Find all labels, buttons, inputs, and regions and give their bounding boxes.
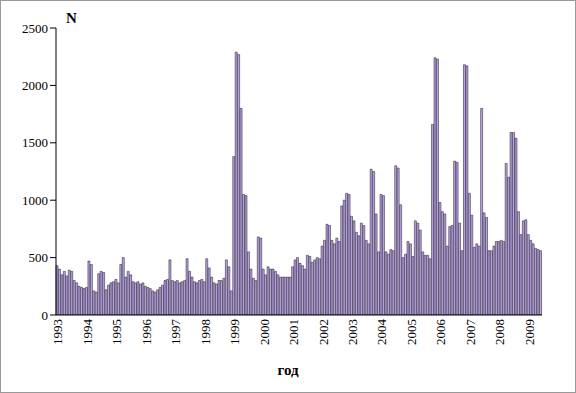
svg-text:1994: 1994 [80, 319, 95, 346]
svg-text:1993: 1993 [50, 319, 65, 345]
svg-text:2006: 2006 [433, 319, 448, 346]
svg-text:1000: 1000 [22, 193, 48, 208]
svg-text:2009: 2009 [522, 319, 537, 345]
svg-text:2003: 2003 [345, 319, 360, 345]
svg-text:2002: 2002 [316, 319, 331, 345]
svg-text:500: 500 [29, 250, 49, 265]
svg-text:1500: 1500 [22, 135, 48, 150]
svg-text:2000: 2000 [22, 78, 48, 93]
svg-text:2500: 2500 [22, 21, 48, 36]
svg-text:2004: 2004 [374, 319, 389, 346]
svg-text:1995: 1995 [109, 319, 124, 345]
svg-text:0: 0 [42, 308, 49, 323]
svg-text:1996: 1996 [139, 319, 154, 346]
svg-text:2008: 2008 [492, 319, 507, 345]
svg-text:2007: 2007 [463, 319, 478, 346]
svg-text:1999: 1999 [227, 319, 242, 345]
html-text:N: N [66, 10, 77, 26]
html-text:год: год [277, 362, 299, 378]
svg-text:2000: 2000 [257, 319, 272, 345]
svg-text:1998: 1998 [198, 319, 213, 345]
svg-text:2005: 2005 [404, 319, 419, 345]
svg-text:1997: 1997 [168, 319, 183, 346]
svg-text:2001: 2001 [286, 319, 301, 345]
